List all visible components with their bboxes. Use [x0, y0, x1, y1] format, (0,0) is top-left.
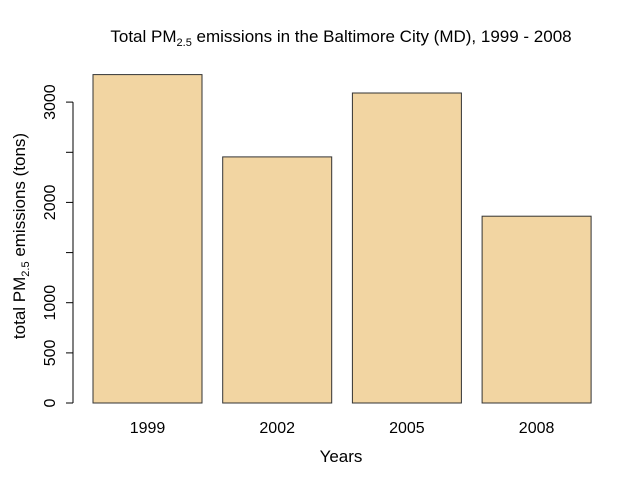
x-axis-labels: 1999 2002 2005 2008: [130, 420, 555, 437]
x-tick-label: 1999: [130, 420, 166, 437]
bar-2005: [351, 92, 462, 404]
y-tick-label: 1000: [42, 285, 59, 321]
chart-title: Total PM2.5 emissions in the Baltimore C…: [110, 27, 571, 49]
bar-2002: [222, 156, 333, 404]
bars-group: [92, 74, 592, 404]
x-tick-label: 2008: [519, 420, 555, 437]
y-axis-title: total PM2.5 emissions (tons): [10, 133, 32, 339]
x-tick-label: 2002: [259, 420, 295, 437]
y-tick-label: 0: [42, 398, 59, 407]
y-tick-label: 2000: [42, 185, 59, 221]
y-tick-label: 3000: [42, 84, 59, 120]
x-tick-label: 2005: [389, 420, 425, 437]
x-axis-title: Years: [320, 447, 363, 466]
y-tick-label: 500: [42, 339, 59, 366]
y-axis: 0 500 1000 2000 3000: [42, 84, 74, 407]
bar-2008: [481, 215, 592, 404]
bar-1999: [92, 74, 203, 404]
